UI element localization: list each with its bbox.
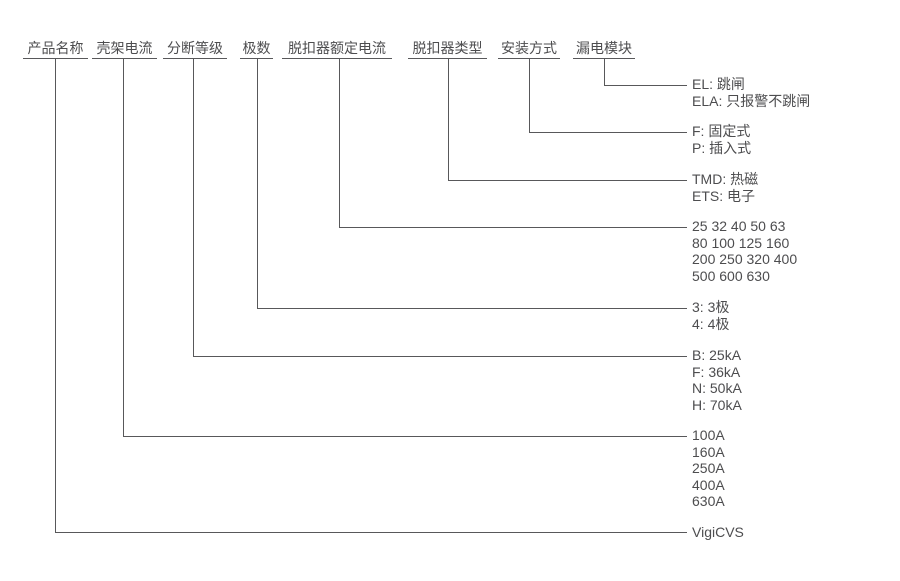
options-poles: 3: 3极 4: 4极 — [692, 299, 729, 332]
option-line: 500 600 630 — [692, 267, 770, 284]
connector-vertical-frame-current — [123, 59, 124, 436]
connector-horizontal-trip-rated-current — [339, 227, 687, 228]
connector-horizontal-residual-module — [604, 85, 687, 86]
options-trip-rated-current: 25 32 40 50 63 80 100 125 160 200 250 32… — [692, 218, 797, 284]
options-product-name: VigiCVS — [692, 524, 744, 541]
option-line: 80 100 125 160 — [692, 234, 790, 251]
connector-vertical-poles — [257, 59, 258, 308]
header-residual-module: 漏电模块 — [573, 39, 635, 59]
connector-horizontal-breaking-capacity — [193, 356, 687, 357]
options-trip-type: TMD: 热磁 ETS: 电子 — [692, 171, 758, 204]
option-line: 160A — [692, 443, 725, 460]
connector-horizontal-mounting-type — [529, 132, 687, 133]
option-line: 4: 4极 — [692, 315, 730, 332]
option-line: TMD: 热磁 — [692, 171, 759, 187]
connector-horizontal-poles — [257, 308, 687, 309]
option-line: F: 固定式 — [692, 123, 751, 139]
connector-horizontal-trip-type — [448, 180, 687, 181]
connector-vertical-trip-rated-current — [339, 59, 340, 227]
options-residual-module: EL: 跳闸 ELA: 只报警不跳闸 — [692, 76, 810, 109]
connector-vertical-mounting-type — [529, 59, 530, 132]
connector-vertical-residual-module — [604, 59, 605, 85]
option-line: VigiCVS — [692, 524, 744, 540]
header-mounting-type: 安装方式 — [498, 39, 560, 59]
option-line: EL: 跳闸 — [692, 76, 745, 92]
connector-vertical-breaking-capacity — [193, 59, 194, 356]
option-line: H: 70kA — [692, 396, 742, 413]
option-line: N: 50kA — [692, 380, 742, 396]
option-line: B: 25kA — [692, 347, 742, 363]
option-line: 250A — [692, 460, 725, 476]
connector-vertical-trip-type — [448, 59, 449, 180]
option-line: ELA: 只报警不跳闸 — [692, 92, 811, 109]
option-line: 3: 3极 — [692, 299, 730, 315]
options-mounting-type: F: 固定式 P: 插入式 — [692, 123, 751, 156]
option-line: 100A — [692, 427, 725, 443]
options-breaking-capacity: B: 25kA F: 36kA N: 50kA H: 70kA — [692, 347, 742, 413]
connector-vertical-product-name — [55, 59, 56, 532]
option-line: 200 250 320 400 — [692, 251, 798, 267]
header-trip-rated-current: 脱扣器额定电流 — [282, 39, 392, 59]
header-trip-type: 脱扣器类型 — [408, 39, 487, 59]
option-line: 400A — [692, 476, 725, 493]
header-breaking-capacity: 分断等级 — [163, 39, 227, 59]
connector-horizontal-frame-current — [123, 436, 687, 437]
connector-horizontal-product-name — [55, 532, 687, 533]
options-frame-current: 100A 160A 250A 400A 630A — [692, 427, 725, 510]
header-product-name: 产品名称 — [23, 39, 88, 59]
option-line: 25 32 40 50 63 — [692, 218, 786, 234]
header-poles: 极数 — [240, 39, 273, 59]
header-frame-current: 壳架电流 — [92, 39, 157, 59]
option-line: F: 36kA — [692, 363, 741, 380]
option-line: P: 插入式 — [692, 139, 752, 156]
option-line: 630A — [692, 493, 725, 509]
option-line: ETS: 电子 — [692, 187, 756, 204]
